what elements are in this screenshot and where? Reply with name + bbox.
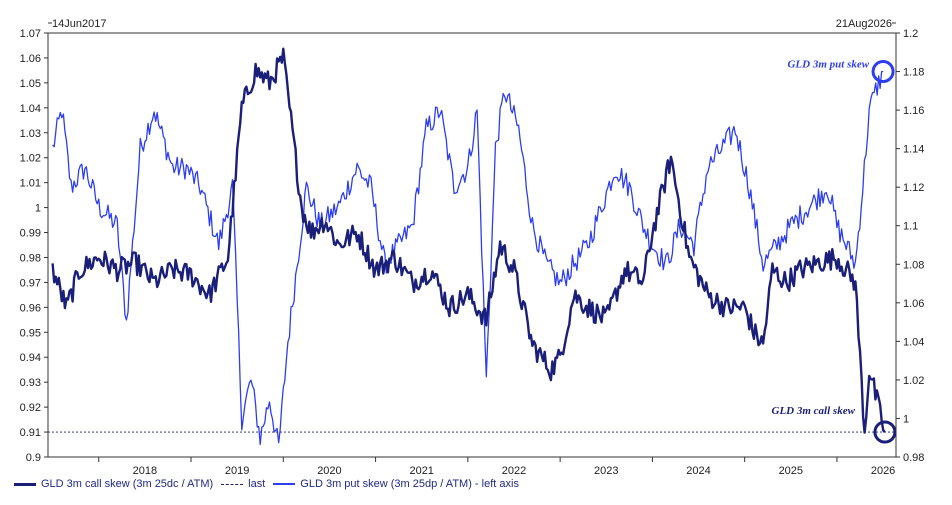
put-annotation: GLD 3m put skew <box>787 59 869 71</box>
call-annotation: GLD 3m call skew <box>772 405 856 417</box>
right-tick-label: 1.16 <box>903 105 924 117</box>
left-tick-label: 1.06 <box>20 53 41 65</box>
right-tick-label: 1.1 <box>903 221 918 233</box>
right-tick-label: 1.12 <box>903 182 924 194</box>
legend-swatch-call <box>14 482 36 486</box>
legend-swatch-last <box>221 483 244 485</box>
legend: GLD 3m call skew (3m 25dc / ATM) last GL… <box>14 478 527 490</box>
series <box>48 47 896 446</box>
right-tick-label: 1.14 <box>903 144 924 156</box>
legend-item-last: last <box>221 478 265 490</box>
x-tick-label: 2018 <box>133 465 157 477</box>
x-tick-label: 2019 <box>225 465 249 477</box>
right-tick-label: 1 <box>903 413 909 425</box>
series-line-put <box>52 70 884 446</box>
left-tick-label: 0.92 <box>20 402 41 414</box>
left-tick-label: 1.02 <box>20 153 41 165</box>
axes: 1.07 1.06 1.05 1.04 1.03 1.02 1.01 1 0.99 0.98 0.9… <box>20 18 925 477</box>
overlay: GLD 3m put skew GLD 3m call skew <box>772 59 897 444</box>
left-tick-label: 1.05 <box>20 78 41 90</box>
left-tick-label: 1.04 <box>20 103 41 115</box>
left-tick-label: 1 <box>35 203 41 215</box>
legend-item-call: GLD 3m call skew (3m 25dc / ATM) <box>14 478 213 490</box>
end-date-label: 21Aug2026 <box>836 18 892 30</box>
x-tick-label: 2021 <box>409 465 433 477</box>
legend-label-last: last <box>248 478 266 490</box>
left-tick-label: 1.01 <box>20 178 41 190</box>
x-tick-label: 2022 <box>502 465 526 477</box>
left-tick-label: 0.99 <box>20 228 41 240</box>
put-endpoint-circle <box>871 60 895 84</box>
left-tick-label: 0.97 <box>20 277 41 289</box>
series-line-call <box>51 47 886 434</box>
right-tick-label: 1.2 <box>903 28 918 40</box>
left-tick-label: 1.03 <box>20 128 41 140</box>
right-tick-label: 0.98 <box>903 452 924 464</box>
plot-frame <box>47 32 897 458</box>
legend-label-put: GLD 3m put skew (3m 25dp / ATM) - left a… <box>300 478 519 490</box>
left-tick-label: 0.95 <box>20 327 41 339</box>
left-tick-label: 0.96 <box>20 302 41 314</box>
legend-item-put: GLD 3m put skew (3m 25dp / ATM) - left a… <box>273 478 519 490</box>
x-tick-label: 2026 <box>871 465 895 477</box>
x-tick-label: 2025 <box>779 465 803 477</box>
left-tick-label: 0.91 <box>20 427 41 439</box>
legend-label-call: GLD 3m call skew (3m 25dc / ATM) <box>41 478 214 490</box>
start-date-label: 14Jun2017 <box>52 18 106 30</box>
right-tick-label: 1.18 <box>903 67 924 79</box>
right-tick-label: 1.04 <box>903 336 924 348</box>
left-tick-label: 0.9 <box>26 452 41 464</box>
left-tick-label: 0.94 <box>20 352 41 364</box>
left-tick-label: 0.98 <box>20 252 41 264</box>
legend-swatch-put <box>273 483 296 485</box>
call-endpoint-circle <box>873 420 897 444</box>
x-tick-label: 2023 <box>594 465 618 477</box>
x-tick-label: 2024 <box>686 465 710 477</box>
left-tick-label: 0.93 <box>20 377 41 389</box>
x-tick-label: 2020 <box>317 465 341 477</box>
right-tick-label: 1.02 <box>903 375 924 387</box>
right-tick-label: 1.08 <box>903 259 924 271</box>
left-tick-label: 1.07 <box>20 28 41 40</box>
right-tick-label: 1.06 <box>903 298 924 310</box>
